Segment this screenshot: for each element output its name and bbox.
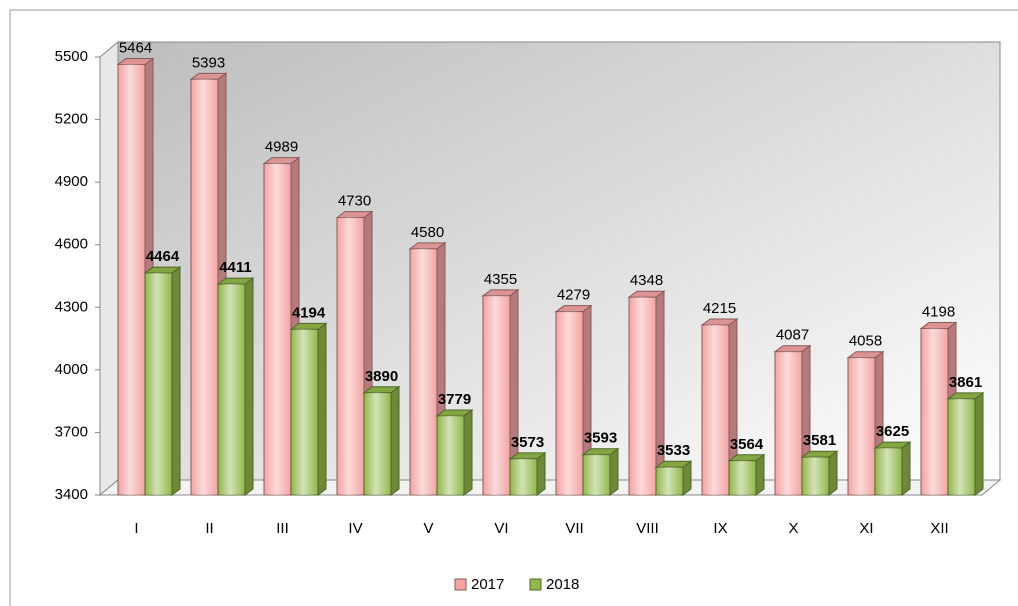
bar-shine — [145, 273, 172, 495]
bar-shine — [337, 217, 364, 495]
value-label: 3581 — [803, 432, 836, 449]
y-tick-label: 5500 — [55, 48, 88, 65]
bar-shine — [729, 460, 756, 495]
x-tick-label: V — [423, 520, 433, 537]
bar-shine — [775, 351, 802, 495]
value-label: 5464 — [119, 39, 152, 56]
legend-swatch — [529, 578, 542, 591]
x-tick-label: VIII — [636, 520, 659, 537]
bar-shine — [656, 467, 683, 495]
value-label: 3779 — [438, 391, 471, 408]
bar-shine — [437, 415, 464, 495]
y-tick-label: 4300 — [55, 298, 88, 315]
bar-shine — [583, 454, 610, 495]
bar-shine — [483, 295, 510, 495]
bar-shine — [629, 297, 656, 495]
value-label: 4198 — [922, 304, 955, 321]
bar-shine — [510, 458, 537, 495]
value-label: 3573 — [511, 434, 544, 451]
bar-side — [901, 441, 911, 496]
value-label: 3533 — [657, 442, 690, 459]
y-tick-label: 4600 — [55, 236, 88, 253]
bar-shine — [556, 311, 583, 495]
x-tick-label: X — [788, 520, 798, 537]
x-tick-label: VII — [565, 520, 583, 537]
value-label: 4355 — [484, 271, 517, 288]
value-label: 4194 — [292, 304, 326, 321]
y-tick-label: 4000 — [55, 361, 88, 378]
bar-shine — [364, 392, 391, 495]
value-label: 3861 — [949, 374, 982, 391]
y-tick-label: 3400 — [55, 486, 88, 503]
bar-side — [463, 408, 473, 496]
x-tick-label: IX — [713, 520, 727, 537]
bar-side — [390, 385, 400, 496]
bar-shine — [921, 328, 948, 495]
value-label: 5393 — [192, 54, 225, 71]
value-label: 4580 — [411, 224, 444, 241]
value-label: 4087 — [776, 327, 809, 344]
value-label: 4058 — [849, 333, 882, 350]
x-tick-label: XI — [859, 520, 873, 537]
x-tick-label: XII — [930, 520, 948, 537]
value-label: 4411 — [219, 259, 252, 276]
x-tick-label: VI — [494, 520, 508, 537]
legend-swatch — [454, 578, 467, 591]
bar-shine — [948, 398, 975, 495]
side-wall — [99, 40, 119, 497]
x-tick-label: II — [205, 520, 213, 537]
bar-shine — [875, 448, 902, 495]
bar-shine — [118, 64, 145, 495]
value-label: 3625 — [876, 423, 909, 440]
value-label: 4464 — [146, 248, 180, 265]
bar-side — [755, 453, 765, 496]
bar-side — [828, 450, 838, 496]
bar-shine — [264, 163, 291, 495]
value-label: 3564 — [730, 436, 764, 453]
legend-label: 2018 — [546, 576, 579, 593]
value-label: 3890 — [365, 368, 398, 385]
bar-side — [974, 391, 984, 496]
bar-side — [536, 451, 546, 496]
value-label: 3593 — [584, 430, 617, 447]
bar-side — [317, 322, 327, 496]
x-tick-label: I — [134, 520, 138, 537]
bar-side — [171, 266, 181, 496]
value-label: 4730 — [338, 193, 371, 210]
bar-shine — [410, 248, 437, 495]
value-label: 4989 — [265, 139, 298, 156]
legend-label: 2017 — [471, 576, 504, 593]
bar-side — [609, 447, 619, 496]
bar-shine — [218, 284, 245, 495]
bar-shine — [702, 325, 729, 495]
y-tick-label: 4900 — [55, 173, 88, 190]
bar-shine — [191, 79, 218, 496]
x-tick-label: III — [276, 520, 289, 537]
value-label: 4215 — [703, 300, 736, 317]
bar-shine — [848, 357, 875, 495]
value-label: 4279 — [557, 287, 590, 304]
bar-shine — [291, 329, 318, 495]
bar-side — [244, 277, 254, 496]
value-label: 4348 — [630, 272, 663, 289]
bar-shine — [802, 457, 829, 495]
x-tick-label: IV — [348, 520, 362, 537]
y-tick-label: 5200 — [55, 111, 88, 128]
y-tick-label: 3700 — [55, 423, 88, 440]
